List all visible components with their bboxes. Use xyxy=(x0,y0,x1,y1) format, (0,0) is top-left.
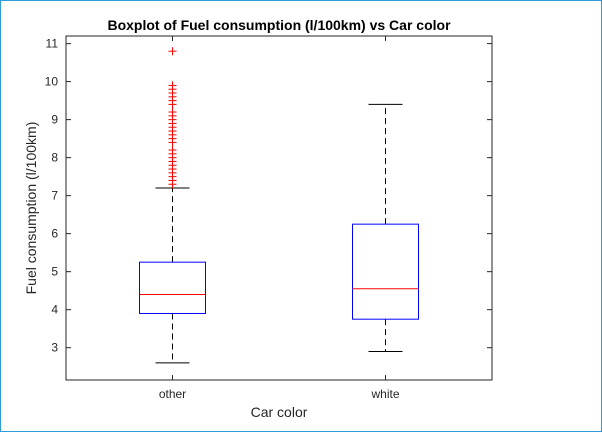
y-tick-label: 4 xyxy=(51,303,58,317)
y-tick-label: 10 xyxy=(45,75,59,89)
x-axis-label: Car color xyxy=(251,404,308,420)
boxes xyxy=(139,47,419,364)
box-group-white xyxy=(352,103,419,352)
x-axis: other white xyxy=(159,36,400,401)
y-tick-label: 11 xyxy=(46,37,59,51)
outlier-marker xyxy=(168,47,177,56)
iqr-box xyxy=(352,223,419,320)
x-tick-label-other: other xyxy=(159,387,186,401)
y-tick-label: 7 xyxy=(51,189,58,203)
y-axis-label: Fuel consumption (l/100km) xyxy=(23,122,39,295)
outlier-marker xyxy=(168,146,177,155)
box-group-other xyxy=(139,47,206,364)
y-tick-label: 6 xyxy=(51,227,58,241)
y-tick-label: 9 xyxy=(51,113,58,127)
outlier-marker xyxy=(168,108,177,117)
plot-area xyxy=(65,35,493,381)
iqr-box xyxy=(139,261,206,314)
y-tick-label: 8 xyxy=(51,151,58,165)
y-tick-label: 5 xyxy=(51,265,58,279)
chart-title: Boxplot of Fuel consumption (l/100km) vs… xyxy=(107,17,451,33)
y-axis: 3 4 5 6 7 8 9 10 11 xyxy=(45,37,492,355)
outlier-marker xyxy=(168,81,177,90)
y-tick-label: 3 xyxy=(51,341,58,355)
x-tick-label-white: white xyxy=(370,387,399,401)
